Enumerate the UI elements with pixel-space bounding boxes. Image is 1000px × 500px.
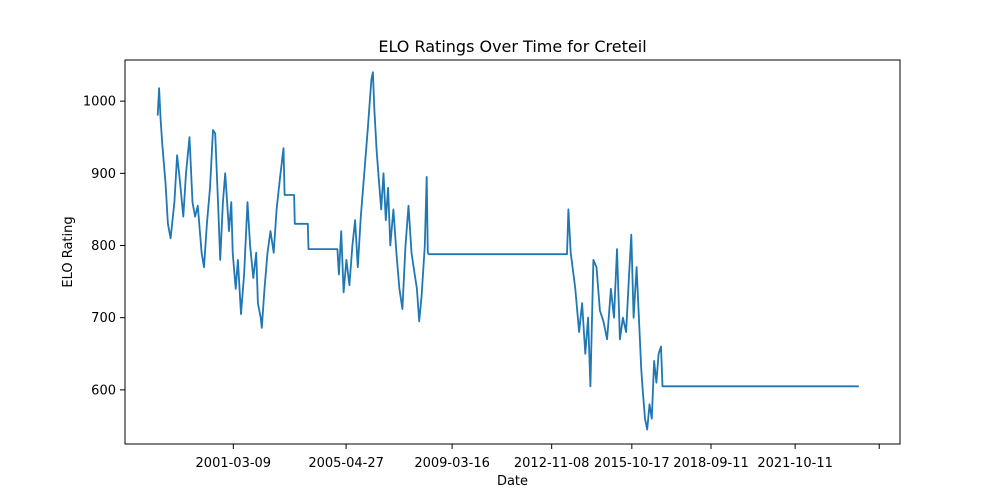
y-tick-label: 700: [91, 311, 116, 326]
plot-frame: [124, 59, 901, 445]
y-axis: 600 700 800 900 1000: [83, 95, 125, 398]
elo-series-line: [156, 71, 859, 431]
x-tick-label: 2005-04-27: [308, 456, 384, 471]
chart-title: ELO Ratings Over Time for Creteil: [378, 37, 646, 56]
plot-area: [124, 59, 901, 445]
x-tick-label: 2015-10-17: [594, 456, 670, 471]
x-tick-label: 2018-09-11: [673, 456, 749, 471]
x-tick-label: 2012-11-08: [514, 456, 590, 471]
y-axis-label: ELO Rating: [61, 216, 76, 287]
x-axis-label: Date: [497, 474, 528, 489]
x-axis: 2001-03-09 2005-04-27 2009-03-16 2012-11-08…: [196, 444, 880, 471]
y-tick-label: 900: [91, 167, 116, 182]
y-tick-label: 1000: [83, 95, 116, 110]
x-tick-label: 2001-03-09: [196, 456, 272, 471]
x-tick-label: 2021-10-11: [757, 456, 833, 471]
y-tick-label: 800: [91, 239, 116, 254]
x-tick-label: 2009-03-16: [414, 456, 490, 471]
y-tick-label: 600: [91, 383, 116, 398]
